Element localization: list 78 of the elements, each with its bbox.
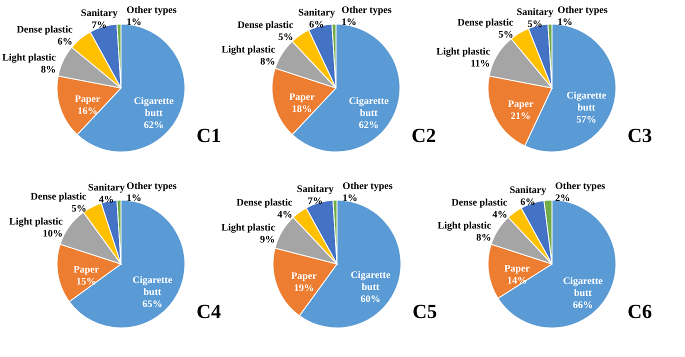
data-label: 7% [308,196,323,208]
data-label: 57% [576,114,596,126]
slice-label: Paper [74,94,101,105]
data-label: 6% [309,19,324,30]
data-label: 21% [510,110,531,122]
data-label: 19% [294,282,314,294]
data-label: 6% [58,36,73,48]
slice-label: Dense plastic [236,198,293,209]
data-label: 1% [126,193,142,204]
slice-label: Other types [558,5,608,16]
slice-label: Sanitary [80,8,118,20]
slice-label: Cigarette butt [132,274,173,298]
slice-label: Dense plastic [16,24,74,36]
slice-label: Paper [73,264,100,276]
data-label: 62% [144,120,164,131]
data-label: 66% [572,300,593,311]
data-label: 1% [342,17,357,28]
text: C3 [628,125,652,147]
data-label: 9% [260,234,276,246]
data-label: 10% [42,228,63,240]
text: C5 [412,301,437,323]
slice-label: Cigarette butt [562,276,604,299]
data-label: 11% [470,58,490,70]
slice-label: Cigarette butt [348,96,390,119]
text: C1 [196,125,221,147]
slice-label: Light plastic [222,44,276,56]
data-label: 1% [126,17,142,28]
slice-label: Other types [126,5,177,16]
data-label: 16% [78,106,98,117]
slice-label: Sanitary [298,7,335,18]
slice-label: Light plastic [436,46,491,58]
slice-label: Dense plastic [237,20,294,32]
slice-label: Light plastic [9,216,64,228]
data-label: 18% [292,104,312,115]
slice-label: Cigarette butt [350,270,391,293]
data-label: 15% [76,276,96,288]
data-label: 4% [492,210,508,221]
data-label: 2% [555,193,570,204]
slice-label: Cigarette butt [134,96,174,119]
slice-label: Sanitary [510,184,546,196]
data-label: 4% [277,210,292,221]
slice-label: Other types [555,181,606,192]
data-label: 8% [260,56,276,68]
text: C6 [628,301,652,323]
data-label: 5% [278,32,294,44]
slice-label: Sanitary [88,182,125,194]
slice-label: Light plastic [221,222,276,234]
data-label: 4% [98,194,114,206]
slice-label: Light plastic [438,220,492,232]
data-label: 65% [142,298,162,310]
slice-label: Light plastic [2,52,56,64]
data-label: 8% [40,64,56,76]
data-label: 14% [507,275,528,286]
slice-label: Dense plastic [451,198,508,209]
slice-label: Sanitary [296,184,334,196]
slice-label: Other types [342,181,393,192]
data-label: 1% [558,17,573,28]
data-label: 7% [92,20,107,32]
slice-label: Dense plastic [30,191,88,202]
data-label: 5% [71,203,86,214]
text: C2 [412,125,436,147]
slice-label: Paper [504,263,530,274]
data-label: 8% [476,232,492,244]
slice-label: Other types [126,181,177,192]
slice-label: Paper [508,98,534,110]
slice-label: Other types [342,5,392,16]
slice-label: Dense plastic [457,18,514,29]
data-label: 6% [520,196,536,208]
data-label: 5% [498,30,514,41]
text: C4 [196,301,221,323]
data-label: 1% [342,193,358,204]
data-label: 5% [527,18,542,30]
slice-label: Cigarette butt [566,90,607,114]
slice-label: Sanitary [516,6,554,18]
slice-label: Paper [289,92,316,103]
data-label: 62% [358,120,379,131]
slice-label: Paper [291,270,318,282]
data-label: 60% [360,294,380,305]
